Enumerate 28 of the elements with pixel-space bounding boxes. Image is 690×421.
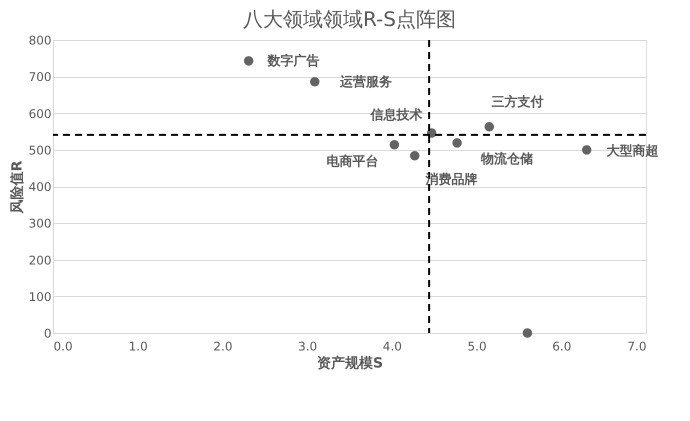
y-tick-label: 600 <box>28 106 52 121</box>
x-tick-label: 2.0 <box>213 340 232 354</box>
y-tick-label: 0 <box>44 326 52 340</box>
x-tick-label: 5.0 <box>468 340 487 354</box>
x-axis-title: 资产规模S <box>316 354 384 372</box>
x-tick-label: 3.0 <box>298 340 318 354</box>
annotation: 数字广告 <box>266 52 320 69</box>
x-tick-label: 1.0 <box>128 340 148 354</box>
annotation: 物流仓储 <box>480 150 534 167</box>
y-tick-label: 400 <box>28 180 52 194</box>
annotation: 大型商超 <box>606 142 659 159</box>
x-tick-label: 0.0 <box>54 340 73 354</box>
annotation: 电商平台 <box>326 154 378 170</box>
y-axis-title: 风险值R <box>10 160 26 214</box>
chart-title: 八大领域领域R-S点阵图 <box>243 7 456 31</box>
y-tick-label: 500 <box>28 143 52 158</box>
x-tick-label: 6.0 <box>552 340 572 354</box>
y-tick-label: 800 <box>28 34 52 48</box>
x-tick-label: 4.0 <box>382 340 402 354</box>
annotation: 信息技术 <box>370 107 423 124</box>
annotation: 运营服务 <box>338 74 392 90</box>
y-tick-label: 200 <box>28 253 52 268</box>
x-tick-label: 7.0 <box>627 340 646 354</box>
annotation: 消费品牌 <box>424 172 478 188</box>
y-tick-label: 700 <box>28 70 52 84</box>
annotation: 三方支付 <box>491 94 544 110</box>
y-tick-label: 300 <box>28 216 52 231</box>
y-tick-label: 100 <box>28 290 52 304</box>
